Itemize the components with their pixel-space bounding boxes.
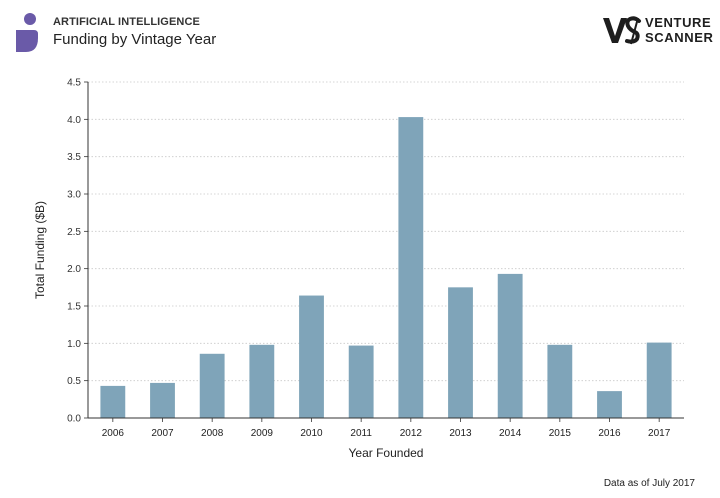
- bar: [597, 391, 622, 418]
- x-tick-label: 2006: [102, 428, 125, 439]
- y-tick-label: 1.0: [67, 339, 81, 350]
- bar: [646, 342, 672, 418]
- x-tick-label: 2009: [251, 428, 274, 439]
- bar: [249, 344, 275, 418]
- x-tick-label: 2015: [549, 428, 572, 439]
- x-tick-label: 2012: [400, 428, 423, 439]
- x-tick-label: 2017: [648, 428, 671, 439]
- x-tick-label: 2007: [151, 428, 174, 439]
- bar: [299, 295, 324, 418]
- y-tick-label: 3.5: [67, 152, 81, 163]
- bar: [150, 382, 175, 418]
- data-date-note: Data as of July 2017: [603, 478, 695, 489]
- bar: [348, 345, 374, 418]
- y-tick-label: 4.0: [67, 115, 81, 126]
- grid-lines: [88, 81, 684, 382]
- bar: [547, 344, 573, 418]
- ai-person-icon: [16, 13, 38, 52]
- y-axis-title: Total Funding ($B): [33, 201, 47, 299]
- bar: [448, 287, 473, 418]
- x-tick-label: 2008: [201, 428, 224, 439]
- page-subtitle: Funding by Vintage Year: [53, 31, 217, 48]
- brand-line-2: SCANNER: [645, 30, 714, 45]
- x-tick-label: 2010: [300, 428, 323, 439]
- y-tick-label: 0.5: [67, 376, 81, 387]
- y-tick-label: 2.5: [67, 227, 81, 238]
- y-tick-label: 2.0: [67, 264, 81, 275]
- brand-line-1: VENTURE: [645, 15, 712, 30]
- brand-name: VENTURE SCANNER: [645, 15, 713, 45]
- venture-scanner-logo-icon: [603, 16, 641, 45]
- y-tick-label: 4.5: [67, 78, 81, 89]
- x-tick-label: 2011: [350, 428, 372, 439]
- x-tick-label: 2014: [499, 428, 522, 439]
- bars: [100, 117, 672, 419]
- axes: [84, 81, 684, 422]
- axis-labels: 0.0 0.5 1.0 1.5 2.0 2.5 3.0 3.5 4.0 4.5 2006 2007 20…: [33, 78, 671, 461]
- header: ARTIFICIAL INTELLIGENCE Funding by Vinta…: [0, 0, 720, 60]
- x-axis-title: Year Founded: [349, 446, 424, 460]
- y-tick-label: 1.5: [67, 302, 81, 313]
- x-tick-label: 2016: [598, 428, 621, 439]
- bar: [497, 273, 523, 418]
- y-tick-label: 3.0: [67, 190, 81, 201]
- category-label: ARTIFICIAL INTELLIGENCE: [53, 16, 200, 28]
- bar: [100, 385, 126, 418]
- bar: [199, 353, 225, 418]
- x-tick-label: 2013: [449, 428, 472, 439]
- y-tick-label: 0.0: [67, 414, 81, 425]
- bar: [398, 117, 424, 419]
